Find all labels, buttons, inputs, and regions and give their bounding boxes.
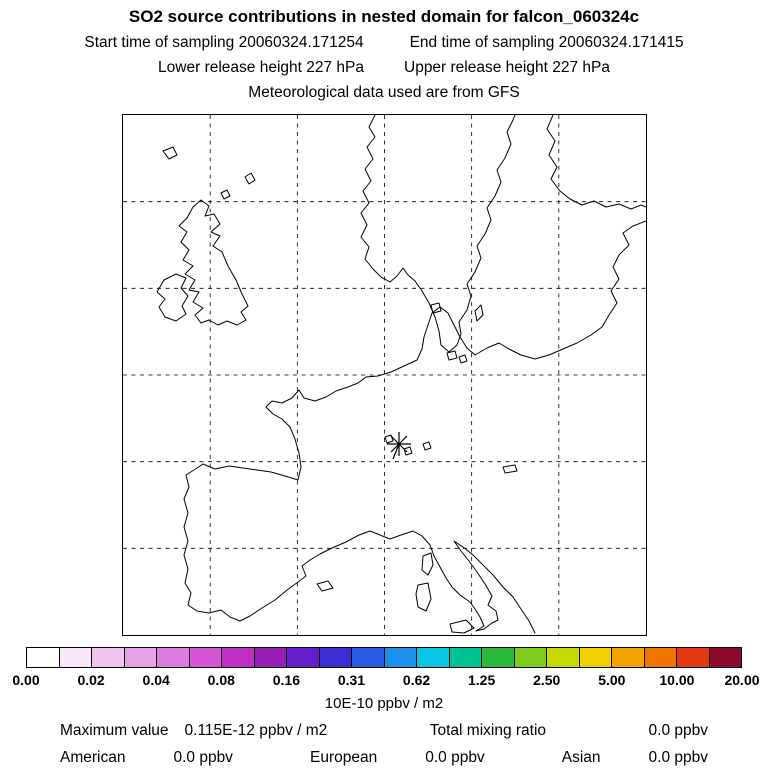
colorbar-cell <box>677 648 710 667</box>
colorbar-tick-label: 0.16 <box>272 672 300 688</box>
release-marker <box>386 432 411 460</box>
colorbar-unit-label: 10E-10 ppbv / m2 <box>324 695 444 712</box>
colorbar-cell <box>157 648 190 667</box>
grid-lines <box>122 115 646 635</box>
upper-release-text: Upper release height 227 hPa <box>404 59 610 76</box>
colorbar-cell <box>352 648 385 667</box>
colorbar-cell <box>287 648 320 667</box>
summary-row: Maximum value 0.115E-12 ppbv / m2 Total … <box>60 722 708 740</box>
europe-map <box>122 115 646 635</box>
colorbar-tick-label: 10.00 <box>659 672 695 688</box>
colorbar-tick-label: 5.00 <box>598 672 626 688</box>
colorbar-cell <box>514 648 547 667</box>
plot-header: SO2 source contributions in nested domai… <box>0 0 768 102</box>
colorbar-cell <box>612 648 645 667</box>
colorbar-tick-label: 0.08 <box>207 672 235 688</box>
map-panel <box>121 114 647 636</box>
maximum-value-text: 0.115E-12 ppbv / m2 <box>184 722 328 739</box>
region-value: 0.0 ppbv <box>425 749 485 766</box>
colorbar-scale <box>26 647 742 668</box>
colorbar-cell <box>482 648 515 667</box>
colorbar-cell <box>189 648 222 667</box>
region-label: European <box>309 749 378 766</box>
colorbar-cell <box>644 648 677 667</box>
maximum-value-label: Maximum value <box>60 722 169 739</box>
release-heights-line: Lower release height 227 hPa Upper relea… <box>0 59 768 77</box>
met-source-line: Meteorological data used are from GFS <box>0 84 768 102</box>
colorbar-tick-label: 2.50 <box>533 672 561 688</box>
region-value: 0.0 ppbv <box>173 749 233 766</box>
region-value: 0.0 ppbv <box>648 749 708 766</box>
sampling-times-line: Start time of sampling 20060324.171254 E… <box>0 34 768 52</box>
region-contribution: American 0.0 ppbv <box>60 749 233 767</box>
plot-title: SO2 source contributions in nested domai… <box>128 7 640 26</box>
met-source-text: Meteorological data used are from GFS <box>248 84 520 101</box>
colorbar-tick-label: 0.02 <box>77 672 105 688</box>
plot-footer: Maximum value 0.115E-12 ppbv / m2 Total … <box>60 722 708 767</box>
colorbar-tick-label: 20.00 <box>724 672 760 688</box>
end-time-text: End time of sampling 20060324.171415 <box>409 34 684 51</box>
colorbar-cell <box>92 648 125 667</box>
colorbar-tick-label: 0.04 <box>142 672 170 688</box>
region-contribution: European 0.0 ppbv <box>310 749 485 767</box>
lower-release-text: Lower release height 227 hPa <box>158 59 364 76</box>
colorbar-cell <box>579 648 612 667</box>
colorbar-tick-label: 0.31 <box>337 672 366 688</box>
colorbar-cell <box>124 648 157 667</box>
colorbar-cell <box>27 648 60 667</box>
colorbar-tick-label: 1.25 <box>468 672 496 688</box>
colorbar-cell <box>59 648 92 667</box>
total-mixing-ratio-label: Total mixing ratio <box>429 722 547 739</box>
colorbar-cell <box>222 648 255 667</box>
region-contribution: Asian 0.0 ppbv <box>562 749 708 767</box>
colorbar-cell <box>384 648 417 667</box>
region-contributions-row: American 0.0 ppbv European 0.0 ppbv Asian 0.0… <box>60 749 708 767</box>
colorbar-cell <box>254 648 287 667</box>
colorbar-tick-label: 0.62 <box>402 672 431 688</box>
colorbar: 0.00 0.02 0.04 0.08 0.16 0.31 0.62 1.25 2.50 5.00… <box>12 647 760 712</box>
colorbar-tick-labels: 0.00 0.02 0.04 0.08 0.16 0.31 0.62 1.25 2.50 5.00… <box>12 672 759 690</box>
colorbar-cell <box>449 648 482 667</box>
colorbar-cell <box>709 648 741 667</box>
colorbar-cell <box>417 648 450 667</box>
start-time-text: Start time of sampling 20060324.171254 <box>84 34 364 51</box>
region-label: Asian <box>561 749 601 766</box>
coastlines <box>156 115 646 634</box>
region-label: American <box>60 749 126 766</box>
colorbar-cell <box>547 648 580 667</box>
maximum-value-group: Maximum value 0.115E-12 ppbv / m2 <box>60 722 327 740</box>
colorbar-cell <box>319 648 352 667</box>
total-mixing-ratio-value: 0.0 ppbv <box>648 722 708 739</box>
colorbar-tick-label: 0.00 <box>12 672 40 688</box>
